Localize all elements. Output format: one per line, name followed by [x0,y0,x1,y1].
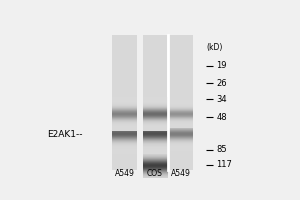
Text: (kD): (kD) [206,43,222,52]
Text: A549: A549 [171,169,190,178]
Text: COS: COS [147,169,163,178]
Text: 26: 26 [217,79,227,88]
Bar [112,35,137,170]
Bar [168,35,193,170]
Text: 117: 117 [217,160,232,169]
Text: E2AK1--: E2AK1-- [47,130,82,139]
Text: 48: 48 [217,113,227,122]
Bar [143,35,167,170]
Text: 34: 34 [217,95,227,104]
Text: A549: A549 [115,169,135,178]
Text: 19: 19 [217,61,227,70]
Text: 85: 85 [217,145,227,154]
